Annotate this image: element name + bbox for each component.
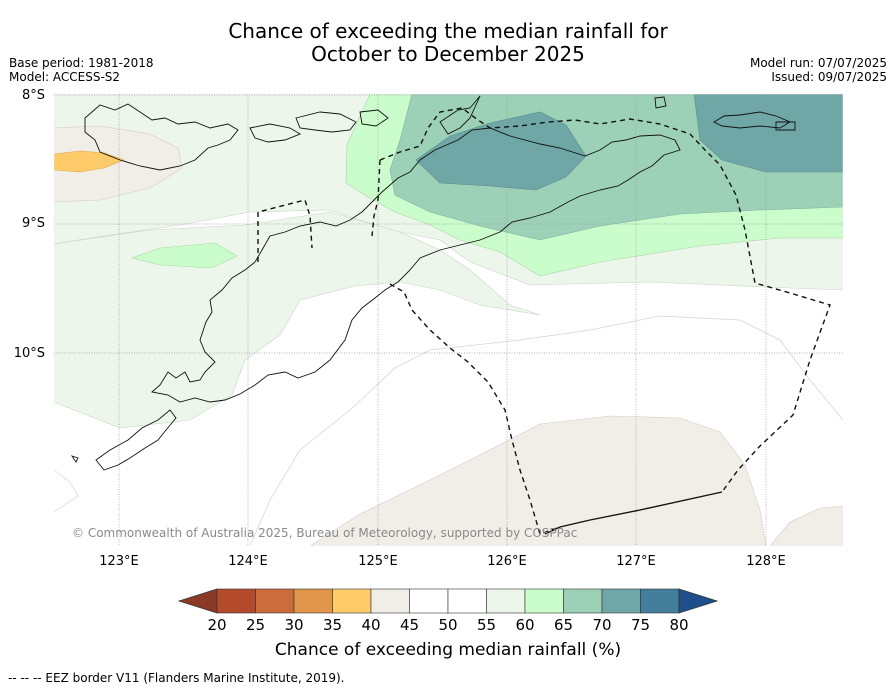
metadata-left: Base period: 1981-2018 Model: ACCESS-S2 bbox=[9, 56, 154, 84]
graticule bbox=[54, 94, 843, 546]
map-frame bbox=[53, 93, 844, 547]
zone-40-45-southeast bbox=[769, 505, 843, 546]
title-line-1: Chance of exceeding the median rainfall … bbox=[228, 19, 668, 43]
lat-tick-8s: 8°S bbox=[22, 88, 45, 103]
colorbar-label-45: 45 bbox=[400, 616, 419, 634]
colorbar-cell-35-40 bbox=[332, 588, 372, 614]
colorbar-label-30: 30 bbox=[284, 616, 303, 634]
metadata-right: Model run: 07/07/2025 Issued: 09/07/2025 bbox=[750, 56, 887, 84]
coastline-flores-east bbox=[84, 103, 239, 171]
colorbar-cell-65-70 bbox=[563, 588, 603, 614]
colorbar-label-50: 50 bbox=[438, 616, 457, 634]
copyright-notice: © Commonwealth of Australia 2025, Bureau… bbox=[72, 526, 578, 540]
map-area bbox=[54, 94, 843, 546]
lon-tick-128e: 128°E bbox=[746, 554, 786, 569]
colorbar-label-70: 70 bbox=[592, 616, 611, 634]
coastline-timor bbox=[151, 127, 681, 403]
colorbar-label-25: 25 bbox=[246, 616, 265, 634]
colorbar-label-35: 35 bbox=[323, 616, 342, 634]
contour-line-1 bbox=[249, 315, 843, 546]
colorbar-cell-25-30 bbox=[255, 588, 295, 614]
colorbar-cell-70-75 bbox=[601, 588, 641, 614]
footer-legend-note: -- -- -- EEZ border V11 (Flanders Marine… bbox=[8, 671, 345, 685]
zone-35-40 bbox=[54, 150, 125, 173]
lon-tick-126e: 126°E bbox=[487, 554, 527, 569]
eez-border-solid bbox=[544, 491, 723, 535]
base-period: Base period: 1981-2018 bbox=[9, 56, 154, 70]
lon-tick-123e: 123°E bbox=[99, 554, 139, 569]
lat-tick-10s: 10°S bbox=[14, 346, 45, 361]
colorbar-over-arrow bbox=[678, 588, 719, 614]
colorbar-cell-75-80 bbox=[640, 588, 680, 614]
coastline-rote bbox=[95, 409, 177, 471]
contour-line-2 bbox=[54, 469, 79, 513]
colorbar-cells bbox=[216, 588, 680, 614]
colorbar-cell-45-50 bbox=[409, 588, 449, 614]
colorbar-cell-60-65 bbox=[524, 588, 564, 614]
zone-40-45-west bbox=[54, 125, 183, 203]
lon-tick-127e: 127°E bbox=[616, 554, 656, 569]
coastline-sawu bbox=[70, 455, 79, 463]
lon-tick-124e: 124°E bbox=[228, 554, 268, 569]
eez-border-west bbox=[371, 159, 381, 237]
colorbar-labels: 20 25 30 35 40 45 50 55 60 65 70 75 80 bbox=[207, 616, 688, 634]
coastline-island-east bbox=[775, 121, 796, 131]
model-run: Model run: 07/07/2025 bbox=[749, 56, 887, 70]
colorbar-label-75: 75 bbox=[631, 616, 650, 634]
zone-60-65-patch bbox=[130, 242, 238, 269]
colorbar-label-65: 65 bbox=[554, 616, 573, 634]
zone-40-45-south bbox=[309, 415, 767, 546]
lon-tick-125e: 125°E bbox=[358, 554, 398, 569]
coastline-solor bbox=[249, 123, 302, 143]
colorbar-cell-55-60 bbox=[486, 588, 526, 614]
eez-border-main bbox=[379, 107, 831, 493]
eez-border bbox=[257, 107, 831, 535]
lat-tick-9s: 9°S bbox=[22, 216, 45, 231]
colorbar-cell-40-45 bbox=[370, 588, 410, 614]
coastline-island-small bbox=[654, 96, 667, 109]
colorbar-label-20: 20 bbox=[207, 616, 226, 634]
colorbar-cell-20-25 bbox=[216, 588, 256, 614]
coastlines bbox=[70, 95, 796, 471]
colorbar-label-40: 40 bbox=[361, 616, 380, 634]
coastline-alor bbox=[439, 95, 481, 135]
issued-date: Issued: 09/07/2025 bbox=[771, 70, 887, 84]
title-line-2: October to December 2025 bbox=[311, 42, 585, 66]
colorbar-title: Chance of exceeding median rainfall (%) bbox=[274, 640, 622, 660]
chart-title: Chance of exceeding the median rainfall … bbox=[0, 20, 896, 66]
colorbar-under-arrow bbox=[177, 588, 218, 614]
colorbar-label-55: 55 bbox=[477, 616, 496, 634]
colorbar-label-80: 80 bbox=[669, 616, 688, 634]
colorbar-cell-30-35 bbox=[293, 588, 333, 614]
coastline-lembata bbox=[295, 111, 357, 133]
model-name: Model: ACCESS-S2 bbox=[9, 70, 121, 84]
coastline-pantar bbox=[359, 109, 389, 127]
colorbar-label-60: 60 bbox=[515, 616, 534, 634]
colorbar-cell-50-55 bbox=[447, 588, 487, 614]
